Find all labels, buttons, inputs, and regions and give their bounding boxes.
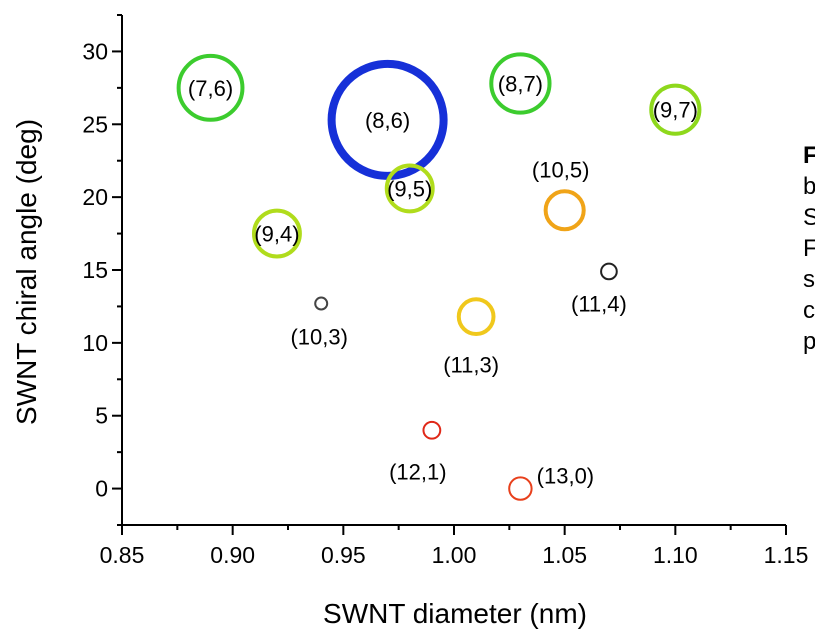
x-tick-label: 0.95	[321, 542, 366, 568]
y-axis-title: SWNT chiral angle (deg)	[11, 119, 42, 425]
point-ring	[384, 163, 435, 214]
y-tick-label: 5	[95, 403, 108, 429]
y-tick-label: 25	[82, 111, 108, 137]
point-ring	[649, 83, 702, 136]
y-tick-label: 20	[82, 184, 108, 210]
x-tick-label: 1.10	[653, 542, 698, 568]
point-label: (9,5)	[387, 176, 432, 201]
y-tick-label: 0	[95, 476, 108, 502]
point-label: (10,3)	[290, 325, 347, 350]
x-axis-title: SWNT diameter (nm)	[323, 598, 587, 629]
x-tick-label: 1.05	[542, 542, 587, 568]
point-label: (9,7)	[653, 98, 698, 123]
x-tick-label: 0.85	[100, 542, 145, 568]
side-caption-line: S	[803, 204, 815, 231]
point-label: (10,5)	[532, 157, 589, 182]
side-caption-line: F	[803, 142, 815, 169]
point-ring	[456, 297, 496, 336]
point-ring	[251, 208, 302, 259]
point-label: (8,7)	[498, 71, 543, 96]
point-ring	[508, 476, 533, 501]
point-ring	[543, 189, 586, 232]
y-tick-label: 10	[82, 330, 108, 356]
y-tick-label: 30	[82, 38, 108, 64]
point-label: (11,3)	[443, 353, 499, 378]
data-points: (7,6) (8,6) (8,7) (9,7) (9,5) (9,4) (10,5) (11,…	[176, 52, 702, 501]
point-label: (13,0)	[537, 464, 594, 489]
point-ring	[176, 53, 245, 122]
y-tick-label: 15	[82, 257, 108, 283]
point-ring	[422, 420, 442, 440]
side-caption-line: b	[803, 173, 815, 200]
x-tick-label: 1.15	[764, 542, 809, 568]
side-caption-line: c	[803, 297, 815, 324]
side-caption-line: F	[803, 235, 815, 262]
point-ring	[327, 59, 448, 180]
side-caption-text: F b S F s c p	[803, 140, 815, 357]
point-ring	[489, 52, 552, 115]
point-label: (12,1)	[389, 459, 446, 484]
x-tick-label: 0.90	[210, 542, 255, 568]
point-label: (9,4)	[254, 222, 299, 247]
axes: 0.85 0.90 0.95 1.00 1.05 1.10 1.15 0 5 10 15 20 25 30	[82, 14, 809, 568]
point-ring	[600, 262, 618, 281]
x-tick-label: 1.00	[432, 542, 477, 568]
point-ring	[314, 296, 329, 311]
side-caption-line: p	[803, 328, 815, 355]
point-label: (7,6)	[188, 76, 233, 101]
side-caption-line: s	[803, 266, 815, 293]
point-label: (11,4)	[571, 291, 627, 316]
point-label: (8,6)	[365, 108, 410, 133]
